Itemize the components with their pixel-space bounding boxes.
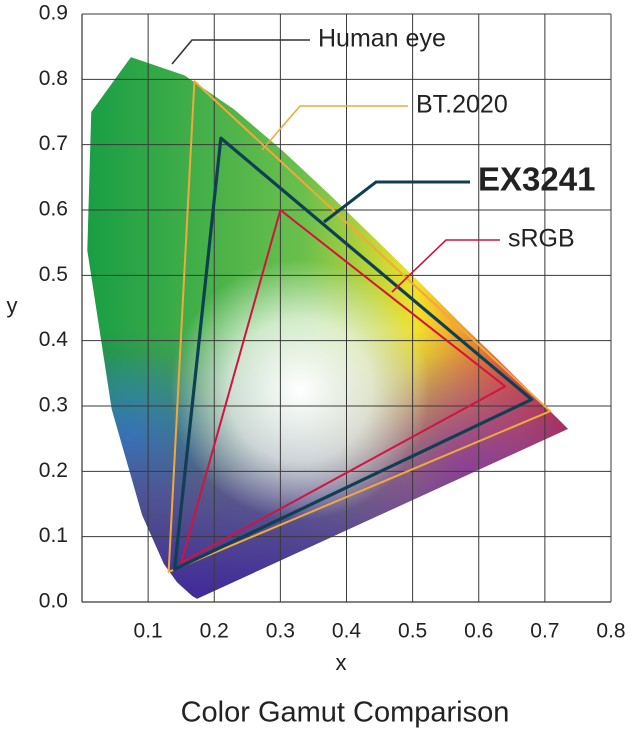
- x-axis-label: x: [336, 650, 347, 675]
- y-axis-label: y: [7, 293, 18, 318]
- series-label: Human eye: [318, 25, 446, 53]
- y-tick-label: 0.6: [39, 198, 68, 221]
- series-label: sRGB: [508, 225, 575, 253]
- x-tick-label: 0.3: [266, 620, 295, 643]
- y-tick-label: 0.7: [39, 132, 68, 155]
- y-tick-label: 0.5: [39, 263, 68, 286]
- locus-fill: [87, 57, 569, 599]
- y-tick-label: 0.3: [39, 394, 68, 417]
- leader-line: [261, 105, 408, 151]
- y-tick-label: 0.0: [39, 590, 68, 613]
- gamut-triangle: [167, 80, 552, 573]
- x-tick-label: 0.4: [332, 620, 362, 643]
- y-tick-label: 0.1: [39, 524, 68, 547]
- x-tick-label: 0.7: [530, 620, 559, 643]
- x-tick-label: 0.8: [596, 620, 625, 643]
- x-tick-label: 0.6: [464, 620, 493, 643]
- leader-line: [171, 39, 310, 65]
- y-tick-label: 0.2: [39, 459, 68, 482]
- x-tick-label: 0.5: [398, 620, 427, 643]
- x-tick-label: 0.2: [200, 620, 229, 643]
- y-tick-label: 0.9: [39, 2, 68, 25]
- chart-title: Color Gamut Comparison: [181, 697, 510, 729]
- gamut-triangle: [172, 136, 534, 571]
- y-tick-label: 0.8: [39, 67, 68, 90]
- x-tick-label: 0.1: [134, 620, 163, 643]
- gamut-triangle: [180, 209, 507, 564]
- y-tick-label: 0.4: [39, 328, 69, 351]
- leader-line: [323, 180, 470, 224]
- leader-line: [391, 239, 500, 293]
- series-label: EX3241: [478, 161, 595, 198]
- series-label: BT.2020: [416, 91, 508, 119]
